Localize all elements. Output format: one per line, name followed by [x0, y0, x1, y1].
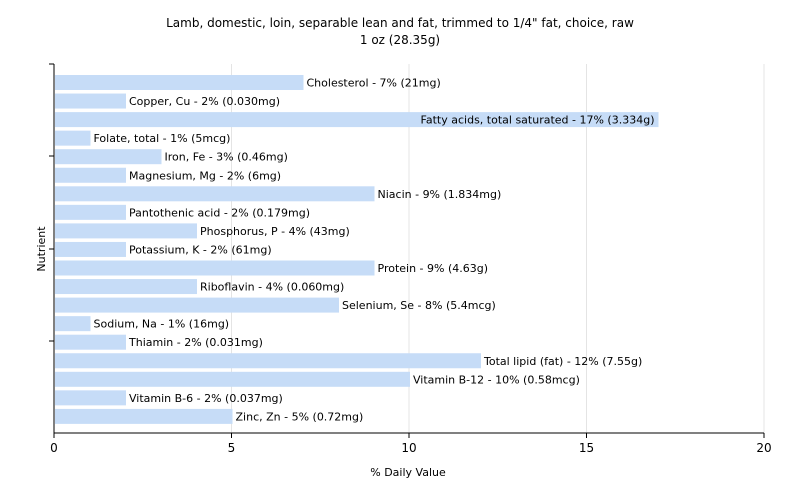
x-axis-label: % Daily Value: [370, 466, 446, 479]
chart-subtitle: 1 oz (28.35g): [360, 33, 440, 47]
x-tick-label: 10: [401, 441, 416, 455]
bar: [55, 112, 659, 128]
bar: [55, 167, 126, 183]
bar-label: Phosphorus, P - 4% (43mg): [200, 225, 350, 238]
bar: [55, 204, 126, 220]
bar-label: Potassium, K - 2% (61mg): [129, 243, 272, 256]
bars-group: Cholesterol - 7% (21mg) Copper, Cu - 2% (…: [55, 75, 659, 424]
bar-label: Cholesterol - 7% (21mg): [307, 77, 441, 90]
x-tick-label: 15: [579, 441, 594, 455]
bar-label: Fatty acids, total saturated - 17% (3.33…: [421, 114, 655, 127]
bar: [55, 130, 91, 146]
bar-label: Sodium, Na - 1% (16mg): [94, 318, 230, 331]
x-tick-label: 5: [228, 441, 236, 455]
bar: [55, 390, 126, 406]
bar-label: Vitamin B-12 - 10% (0.58mcg): [413, 373, 580, 386]
y-axis-label: Nutrient: [35, 226, 48, 272]
bar-label: Zinc, Zn - 5% (0.72mg): [236, 410, 364, 423]
x-tick-label: 0: [50, 441, 58, 455]
bar-label: Protein - 9% (4.63g): [378, 262, 489, 275]
bar: [55, 279, 197, 295]
bar-label: Copper, Cu - 2% (0.030mg): [129, 95, 280, 108]
bar-label: Selenium, Se - 8% (5.4mcg): [342, 299, 496, 312]
bar: [55, 149, 162, 165]
bar-label: Riboflavin - 4% (0.060mg): [200, 281, 344, 294]
bar-label: Folate, total - 1% (5mcg): [94, 132, 231, 145]
bar: [55, 334, 126, 350]
bar-label: Niacin - 9% (1.834mg): [378, 188, 502, 201]
bar-label: Iron, Fe - 3% (0.46mg): [165, 151, 288, 164]
bar-label: Magnesium, Mg - 2% (6mg): [129, 169, 281, 182]
bar: [55, 316, 91, 332]
bar-label: Pantothenic acid - 2% (0.179mg): [129, 206, 310, 219]
bar: [55, 260, 375, 276]
x-tick-label: 20: [756, 441, 771, 455]
bar: [55, 186, 375, 202]
bar: [55, 241, 126, 257]
axes-group: 0 5 10 15 20: [49, 63, 772, 455]
bar: [55, 371, 410, 387]
bar: [55, 75, 304, 90]
bar-label: Thiamin - 2% (0.031mg): [128, 336, 263, 349]
bar-label: Total lipid (fat) - 12% (7.55g): [483, 355, 642, 368]
bar-label: Vitamin B-6 - 2% (0.037mg): [129, 392, 283, 405]
bar: [55, 408, 233, 424]
bar: [55, 93, 126, 109]
bar: [55, 223, 197, 239]
bar: [55, 297, 339, 313]
bar: [55, 353, 481, 369]
chart-title: Lamb, domestic, loin, separable lean and…: [166, 16, 634, 30]
